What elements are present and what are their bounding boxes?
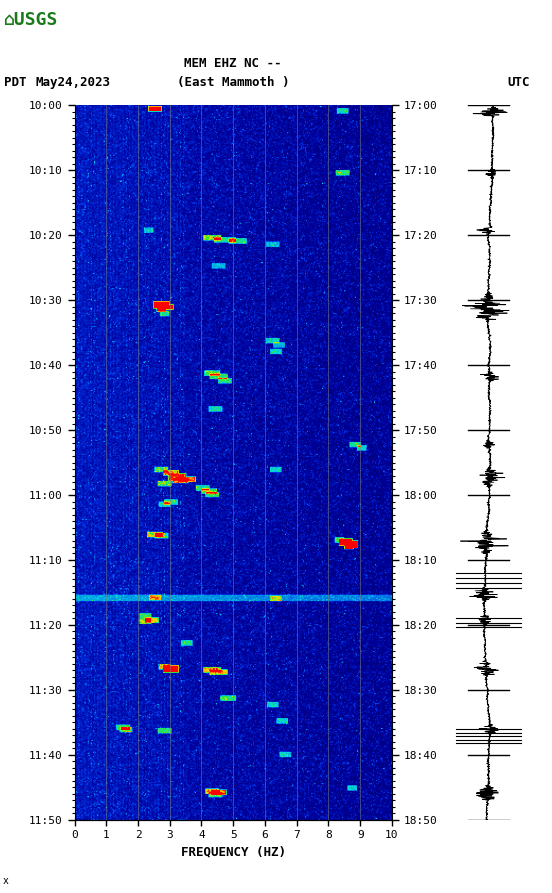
Text: (East Mammoth ): (East Mammoth )	[177, 76, 289, 89]
Text: MEM EHZ NC --: MEM EHZ NC --	[184, 56, 282, 70]
Text: ⌂USGS: ⌂USGS	[3, 11, 57, 29]
Text: x: x	[3, 876, 9, 886]
Text: PDT: PDT	[4, 76, 27, 89]
X-axis label: FREQUENCY (HZ): FREQUENCY (HZ)	[181, 846, 286, 859]
Text: May24,2023: May24,2023	[36, 76, 111, 89]
Text: UTC: UTC	[507, 76, 530, 89]
